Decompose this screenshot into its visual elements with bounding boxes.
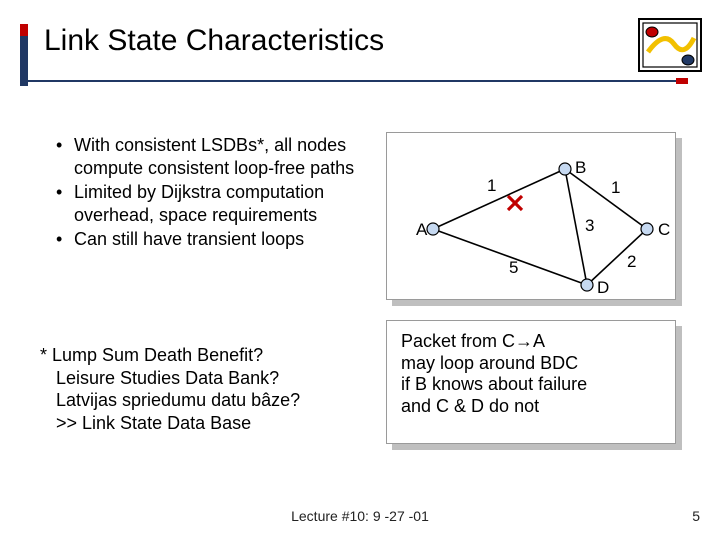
edge-weight: 1 <box>487 176 496 195</box>
footnote-line: * Lump Sum Death Benefit? <box>40 344 360 367</box>
graph-node <box>581 279 593 291</box>
bullet-text: Can still have transient loops <box>74 228 356 251</box>
list-item: • Limited by Dijkstra computation overhe… <box>56 181 356 226</box>
box-frame: 15132ABCD <box>386 132 676 300</box>
bullet-mark: • <box>56 181 74 226</box>
node-label: B <box>575 158 586 177</box>
graph-svg: 15132ABCD <box>387 133 677 301</box>
bullet-text: Limited by Dijkstra computation overhead… <box>74 181 356 226</box>
caption-line: Packet from C→A <box>401 331 665 353</box>
caption-line: may loop around BDC <box>401 353 665 375</box>
caption-text: Packet from C→A may loop around BDC if B… <box>401 331 665 417</box>
node-label: C <box>658 220 670 239</box>
bullet-mark: • <box>56 134 74 179</box>
footnote: * Lump Sum Death Benefit? Leisure Studie… <box>40 344 360 434</box>
bullet-mark: • <box>56 228 74 251</box>
graph-edge <box>433 169 565 229</box>
edge-weight: 1 <box>611 178 620 197</box>
edge-weight: 3 <box>585 216 594 235</box>
footer-text: Lecture #10: 9 -27 -01 <box>0 508 720 524</box>
graph-node <box>641 223 653 235</box>
title-accent <box>20 24 28 86</box>
graph-edge <box>565 169 587 285</box>
bullet-text: With consistent LSDBs*, all nodes comput… <box>74 134 356 179</box>
graph-edge <box>565 169 647 229</box>
caption-box: Packet from C→A may loop around BDC if B… <box>386 320 676 444</box>
edge-weight: 2 <box>627 252 636 271</box>
node-label: D <box>597 278 609 297</box>
list-item: • With consistent LSDBs*, all nodes comp… <box>56 134 356 179</box>
graph-edge <box>587 229 647 285</box>
list-item: • Can still have transient loops <box>56 228 356 251</box>
title-bar: Link State Characteristics <box>20 24 700 86</box>
accent-left <box>20 36 28 86</box>
diagram-box: 15132ABCD <box>386 132 676 300</box>
accent-top <box>20 24 28 36</box>
node-label: A <box>416 220 428 239</box>
footnote-line: Leisure Studies Data Bank? <box>40 367 360 390</box>
bullet-list: • With consistent LSDBs*, all nodes comp… <box>56 134 356 253</box>
box-frame: Packet from C→A may loop around BDC if B… <box>386 320 676 444</box>
page-title: Link State Characteristics <box>44 24 384 58</box>
network-icon <box>638 18 702 72</box>
graph-node <box>427 223 439 235</box>
page-number: 5 <box>692 508 700 524</box>
caption-line: if B knows about failure <box>401 374 665 396</box>
graph-node <box>559 163 571 175</box>
edge-weight: 5 <box>509 258 518 277</box>
footnote-line: Latvijas spriedumu datu bâze? <box>40 389 360 412</box>
caption-line: and C & D do not <box>401 396 665 418</box>
footnote-line: >> Link State Data Base <box>40 412 360 435</box>
arrow-icon: → <box>515 331 533 351</box>
title-underline <box>20 80 688 86</box>
